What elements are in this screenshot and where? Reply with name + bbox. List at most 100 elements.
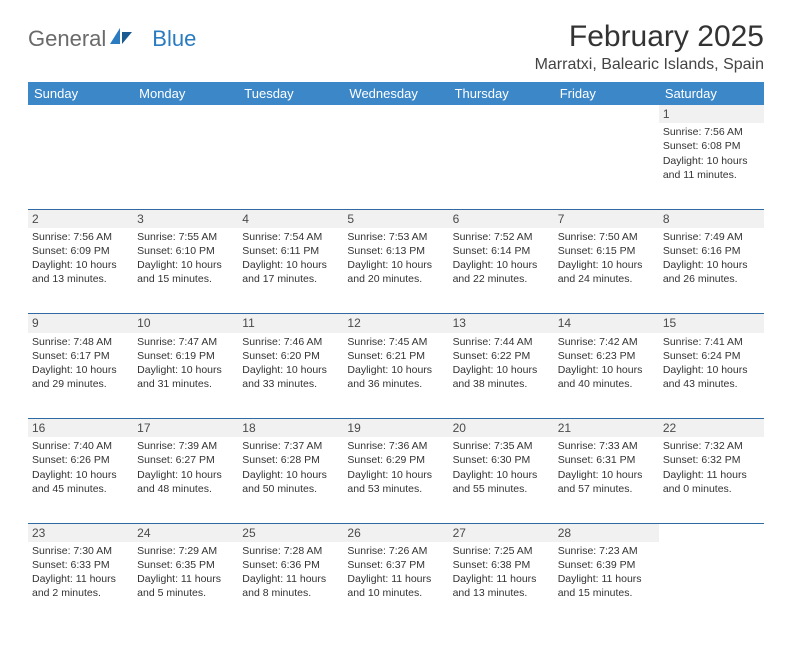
content-row: Sunrise: 7:40 AMSunset: 6:26 PMDaylight:… [28,437,764,523]
sunset-line: Sunset: 6:27 PM [137,453,234,467]
daynum-row: 16171819202122 [28,419,764,438]
day-number-cell: 2 [28,209,133,228]
location-label: Marratxi, Balearic Islands, Spain [535,56,764,74]
day1-line: Daylight: 11 hours [347,572,444,586]
sunrise-line: Sunrise: 7:48 AM [32,335,129,349]
day-number-cell: 4 [238,209,343,228]
day-cell [449,123,554,209]
day-number-cell [238,105,343,123]
sunset-line: Sunset: 6:16 PM [663,244,760,258]
sunset-line: Sunset: 6:32 PM [663,453,760,467]
day1-line: Daylight: 10 hours [558,468,655,482]
content-row: Sunrise: 7:56 AMSunset: 6:09 PMDaylight:… [28,228,764,314]
daynum-row: 1 [28,105,764,123]
day-cell: Sunrise: 7:23 AMSunset: 6:39 PMDaylight:… [554,542,659,628]
day1-line: Daylight: 11 hours [137,572,234,586]
sunrise-line: Sunrise: 7:36 AM [347,439,444,453]
day-cell: Sunrise: 7:28 AMSunset: 6:36 PMDaylight:… [238,542,343,628]
day-cell: Sunrise: 7:30 AMSunset: 6:33 PMDaylight:… [28,542,133,628]
sunset-line: Sunset: 6:19 PM [137,349,234,363]
day1-line: Daylight: 10 hours [242,258,339,272]
sunrise-line: Sunrise: 7:37 AM [242,439,339,453]
sunrise-line: Sunrise: 7:50 AM [558,230,655,244]
sunset-line: Sunset: 6:13 PM [347,244,444,258]
day-cell: Sunrise: 7:50 AMSunset: 6:15 PMDaylight:… [554,228,659,314]
day-cell: Sunrise: 7:41 AMSunset: 6:24 PMDaylight:… [659,333,764,419]
day2-line: and 40 minutes. [558,377,655,391]
day1-line: Daylight: 10 hours [137,363,234,377]
day-cell: Sunrise: 7:39 AMSunset: 6:27 PMDaylight:… [133,437,238,523]
day2-line: and 45 minutes. [32,482,129,496]
day-number-cell: 18 [238,419,343,438]
day-number-cell: 26 [343,523,448,542]
sunrise-line: Sunrise: 7:47 AM [137,335,234,349]
calendar-page: General Blue February 2025 Marratxi, Bal… [0,0,792,648]
day-number-cell: 7 [554,209,659,228]
day-cell: Sunrise: 7:45 AMSunset: 6:21 PMDaylight:… [343,333,448,419]
calendar-table: Sunday Monday Tuesday Wednesday Thursday… [28,82,764,628]
weekday-header: Wednesday [343,82,448,105]
day2-line: and 36 minutes. [347,377,444,391]
logo-text-blue: Blue [152,26,196,52]
day2-line: and 8 minutes. [242,586,339,600]
day1-line: Daylight: 11 hours [32,572,129,586]
sunrise-line: Sunrise: 7:49 AM [663,230,760,244]
day-cell: Sunrise: 7:42 AMSunset: 6:23 PMDaylight:… [554,333,659,419]
day1-line: Daylight: 10 hours [347,468,444,482]
day-cell: Sunrise: 7:48 AMSunset: 6:17 PMDaylight:… [28,333,133,419]
day-cell: Sunrise: 7:40 AMSunset: 6:26 PMDaylight:… [28,437,133,523]
day-cell: Sunrise: 7:25 AMSunset: 6:38 PMDaylight:… [449,542,554,628]
sunrise-line: Sunrise: 7:26 AM [347,544,444,558]
daynum-row: 232425262728 [28,523,764,542]
day1-line: Daylight: 10 hours [663,154,760,168]
day2-line: and 15 minutes. [558,586,655,600]
page-header: General Blue February 2025 Marratxi, Bal… [28,20,764,74]
day-number-cell: 3 [133,209,238,228]
day2-line: and 13 minutes. [453,586,550,600]
sunrise-line: Sunrise: 7:56 AM [32,230,129,244]
day1-line: Daylight: 10 hours [32,468,129,482]
day2-line: and 10 minutes. [347,586,444,600]
day1-line: Daylight: 11 hours [242,572,339,586]
day1-line: Daylight: 10 hours [137,468,234,482]
title-block: February 2025 Marratxi, Balearic Islands… [535,20,764,74]
sunrise-line: Sunrise: 7:56 AM [663,125,760,139]
sunset-line: Sunset: 6:14 PM [453,244,550,258]
day-cell: Sunrise: 7:54 AMSunset: 6:11 PMDaylight:… [238,228,343,314]
sunrise-line: Sunrise: 7:23 AM [558,544,655,558]
sunrise-line: Sunrise: 7:42 AM [558,335,655,349]
day1-line: Daylight: 10 hours [663,258,760,272]
day-number-cell [449,105,554,123]
day-cell [133,123,238,209]
day2-line: and 48 minutes. [137,482,234,496]
day-number-cell [343,105,448,123]
day1-line: Daylight: 11 hours [558,572,655,586]
day-cell [554,123,659,209]
day2-line: and 24 minutes. [558,272,655,286]
sunrise-line: Sunrise: 7:30 AM [32,544,129,558]
day1-line: Daylight: 10 hours [663,363,760,377]
sunrise-line: Sunrise: 7:54 AM [242,230,339,244]
day-number-cell: 22 [659,419,764,438]
day-number-cell: 11 [238,314,343,333]
daynum-row: 2345678 [28,209,764,228]
day2-line: and 29 minutes. [32,377,129,391]
sunrise-line: Sunrise: 7:55 AM [137,230,234,244]
day2-line: and 17 minutes. [242,272,339,286]
day1-line: Daylight: 11 hours [453,572,550,586]
day1-line: Daylight: 10 hours [242,363,339,377]
sunset-line: Sunset: 6:35 PM [137,558,234,572]
day-cell: Sunrise: 7:36 AMSunset: 6:29 PMDaylight:… [343,437,448,523]
weekday-header: Sunday [28,82,133,105]
day-number-cell [659,523,764,542]
day2-line: and 26 minutes. [663,272,760,286]
weekday-header: Monday [133,82,238,105]
day1-line: Daylight: 10 hours [137,258,234,272]
day2-line: and 0 minutes. [663,482,760,496]
day-cell: Sunrise: 7:29 AMSunset: 6:35 PMDaylight:… [133,542,238,628]
day1-line: Daylight: 10 hours [558,258,655,272]
day1-line: Daylight: 10 hours [32,363,129,377]
day1-line: Daylight: 10 hours [32,258,129,272]
day-cell: Sunrise: 7:35 AMSunset: 6:30 PMDaylight:… [449,437,554,523]
day-cell [28,123,133,209]
